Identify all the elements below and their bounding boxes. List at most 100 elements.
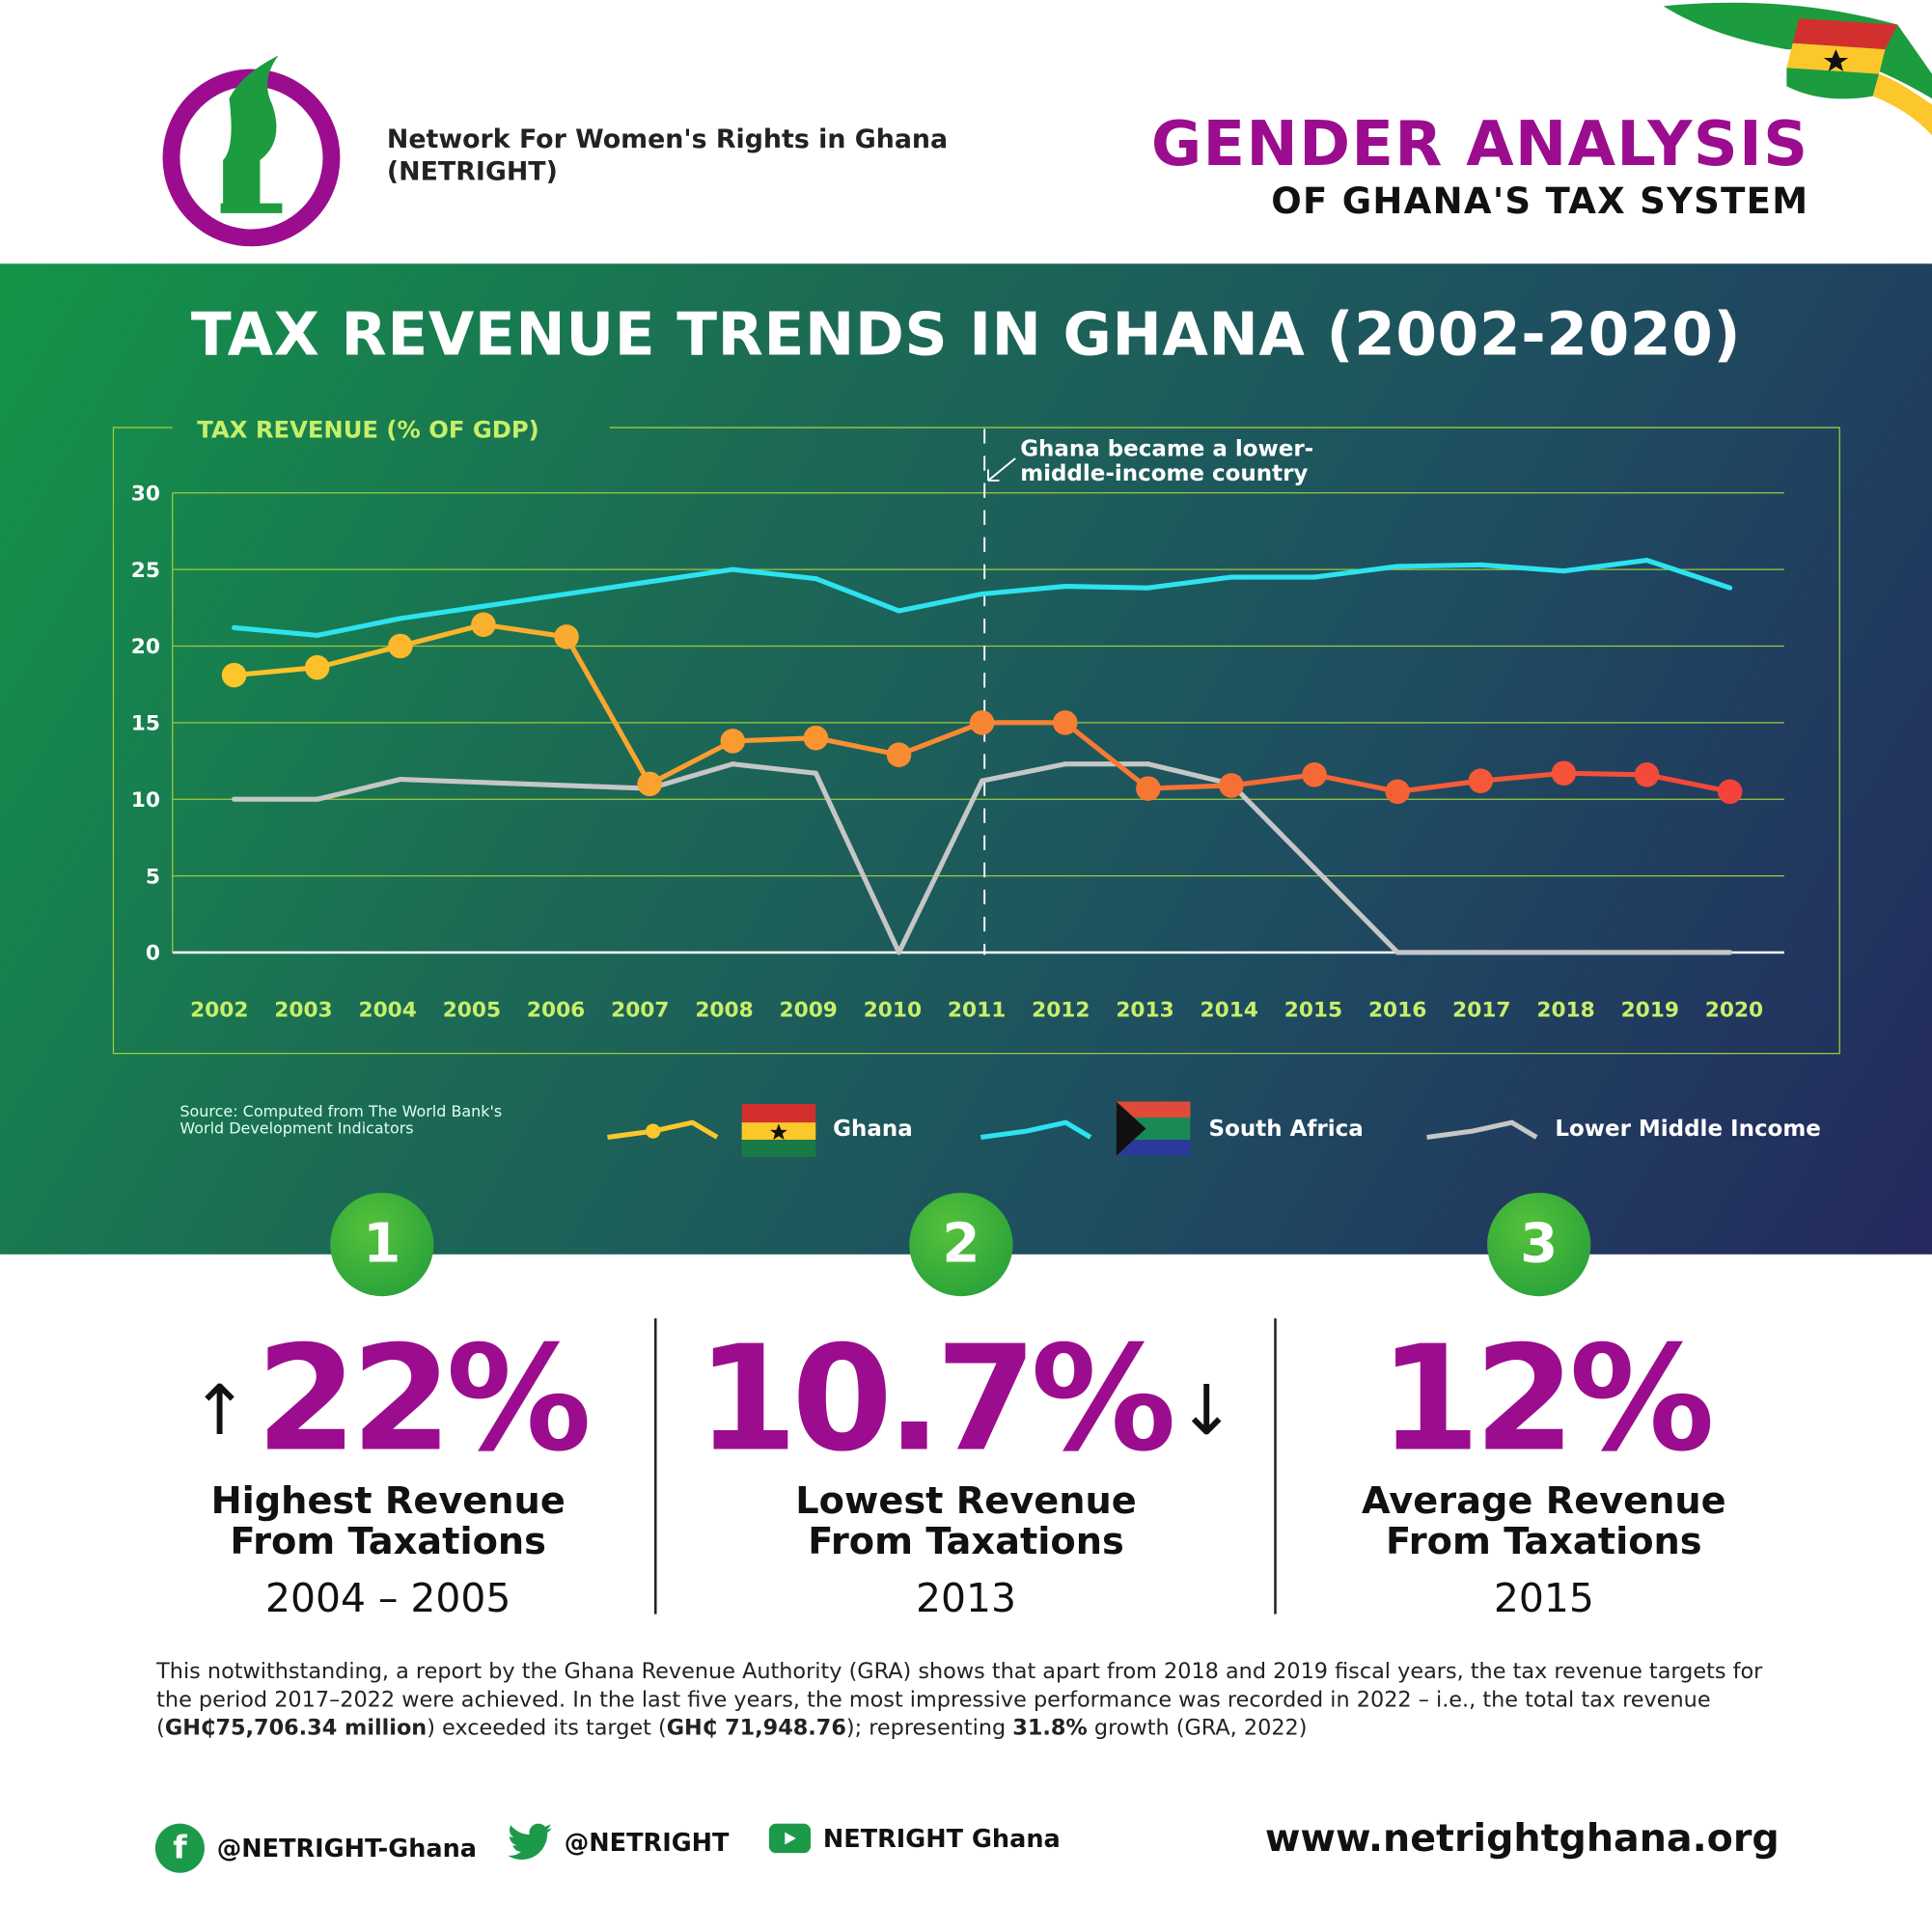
- series-segment: [232, 624, 320, 638]
- stat-label: Average Revenue From Taxations: [1297, 1481, 1790, 1562]
- para-text: This notwithstanding, a report by the Gh…: [156, 1659, 1763, 1742]
- y-tick-label: 30: [131, 482, 160, 506]
- x-tick-label: 2013: [1116, 998, 1173, 1022]
- facebook-handle: @NETRIGHT-Ghana: [216, 1833, 478, 1863]
- stat-years: 2004 – 2005: [265, 1574, 511, 1622]
- data-point: [554, 624, 579, 649]
- twitter-link[interactable]: @NETRIGHT: [508, 1823, 729, 1861]
- data-point: [969, 710, 995, 735]
- series-segment: [647, 761, 735, 791]
- y-tick-label: 5: [146, 865, 160, 889]
- stat-value-row: 10.7% ↓: [676, 1318, 1256, 1478]
- series-segment: [1394, 778, 1483, 794]
- y-tick-label: 10: [131, 788, 160, 813]
- series-segment: [1560, 558, 1650, 574]
- report-subtitle: OF GHANA'S TAX SYSTEM: [1271, 179, 1809, 222]
- series-segment: [564, 783, 652, 791]
- annotation-text-line1: Ghana became a lower-: [1020, 436, 1313, 461]
- website-link[interactable]: www.netrightghana.org: [1264, 1816, 1780, 1861]
- legend-label-ghana: Ghana: [833, 1116, 913, 1143]
- data-point: [637, 771, 662, 797]
- annotation-arrow: [987, 457, 1016, 482]
- series-segment: [1477, 770, 1566, 784]
- data-point: [803, 725, 829, 751]
- netright-logo: [162, 55, 341, 247]
- series-segment: [1394, 562, 1483, 569]
- divider: [653, 1318, 657, 1615]
- x-tick-label: 2002: [190, 998, 248, 1022]
- series-segment: [813, 735, 902, 758]
- series-segment: [315, 777, 403, 802]
- series-segment: [1311, 564, 1400, 580]
- legend-south-africa-line: [980, 1119, 1092, 1141]
- series-segment: [1643, 772, 1733, 794]
- y-tick-label: 20: [131, 635, 160, 659]
- series-segment: [980, 584, 1068, 597]
- divider: [1274, 1318, 1277, 1615]
- data-point: [720, 729, 746, 754]
- arrow-up-icon: ↑: [190, 1371, 249, 1452]
- legend-ghana-marker: [646, 1123, 661, 1139]
- annotation-text-line2: middle-income country: [1020, 461, 1308, 486]
- source-line1: Source: Computed from The World Bank's: [179, 1101, 503, 1120]
- chart-title: TAX REVENUE TRENDS IN GHANA (2002-2020): [190, 300, 1742, 371]
- report-title: GENDER ANALYSIS: [1150, 108, 1809, 180]
- legend-label-lower-middle-income: Lower Middle Income: [1555, 1116, 1821, 1143]
- series-segment: [1477, 562, 1566, 574]
- stat-label: Lowest Revenue From Taxations: [720, 1481, 1213, 1562]
- series-segment: [730, 566, 818, 582]
- x-tick-label: 2015: [1284, 998, 1342, 1022]
- chart-panel: [0, 263, 1932, 1255]
- data-point: [221, 662, 247, 688]
- data-point: [1717, 779, 1743, 805]
- series-segment: [896, 778, 985, 955]
- ghana-flag-icon: [741, 1104, 816, 1157]
- x-tick-label: 2005: [443, 998, 501, 1022]
- facebook-link[interactable]: f @NETRIGHT-Ghana: [154, 1823, 478, 1873]
- series-segment: [813, 576, 902, 614]
- data-point: [1219, 773, 1244, 798]
- stat-years: 2013: [916, 1574, 1017, 1622]
- series-segment: [1063, 584, 1151, 591]
- para-bold: GH₵ 71,948.76: [666, 1716, 846, 1742]
- y-tick-label: 15: [131, 712, 160, 736]
- series-segment: [1228, 781, 1317, 871]
- x-tick-label: 2014: [1201, 998, 1258, 1022]
- x-tick-label: 2018: [1536, 998, 1594, 1022]
- data-point: [1302, 762, 1327, 787]
- y-tick-label: 25: [131, 559, 160, 583]
- series-segment: [647, 738, 735, 787]
- series-segment: [398, 621, 486, 649]
- legend-lower-middle-income-line: [1426, 1119, 1538, 1141]
- para-text: ) exceeded its target (: [427, 1716, 667, 1742]
- source-line2: World Development Indicators: [179, 1118, 414, 1138]
- south-africa-flag-icon: [1116, 1101, 1191, 1156]
- data-point: [1468, 768, 1494, 793]
- x-tick-label: 2004: [358, 998, 416, 1022]
- data-point: [304, 654, 330, 680]
- series-segment: [1145, 761, 1234, 787]
- series-segment: [1228, 772, 1317, 788]
- legend-ghana-line: [607, 1119, 719, 1141]
- series-segment: [1560, 770, 1650, 778]
- data-point: [1551, 760, 1577, 786]
- series-segment: [647, 566, 735, 585]
- x-tick-label: 2017: [1452, 998, 1510, 1022]
- stat-number-badge: 3: [1487, 1192, 1591, 1297]
- series-segment: [1311, 866, 1400, 955]
- series-segment: [1643, 558, 1733, 591]
- para-bold: GH₵75,706.34 million: [164, 1716, 428, 1742]
- youtube-link[interactable]: NETRIGHT Ghana: [768, 1823, 1061, 1854]
- x-tick-label: 2012: [1032, 998, 1090, 1022]
- x-tick-label: 2008: [695, 998, 753, 1022]
- y-tick-label: 0: [146, 942, 160, 966]
- x-tick-label: 2011: [948, 998, 1006, 1022]
- x-tick-label: 2007: [611, 998, 669, 1022]
- series-segment: [1311, 772, 1400, 794]
- y-axis-title: TAX REVENUE (% OF GDP): [197, 415, 538, 443]
- legend-label-south-africa: South Africa: [1208, 1116, 1364, 1143]
- x-tick-label: 2006: [527, 998, 585, 1022]
- stat-label-line2: From Taxations: [808, 1520, 1124, 1564]
- stat-label-line1: Highest Revenue: [210, 1479, 566, 1524]
- stat-value: 22%: [256, 1313, 592, 1484]
